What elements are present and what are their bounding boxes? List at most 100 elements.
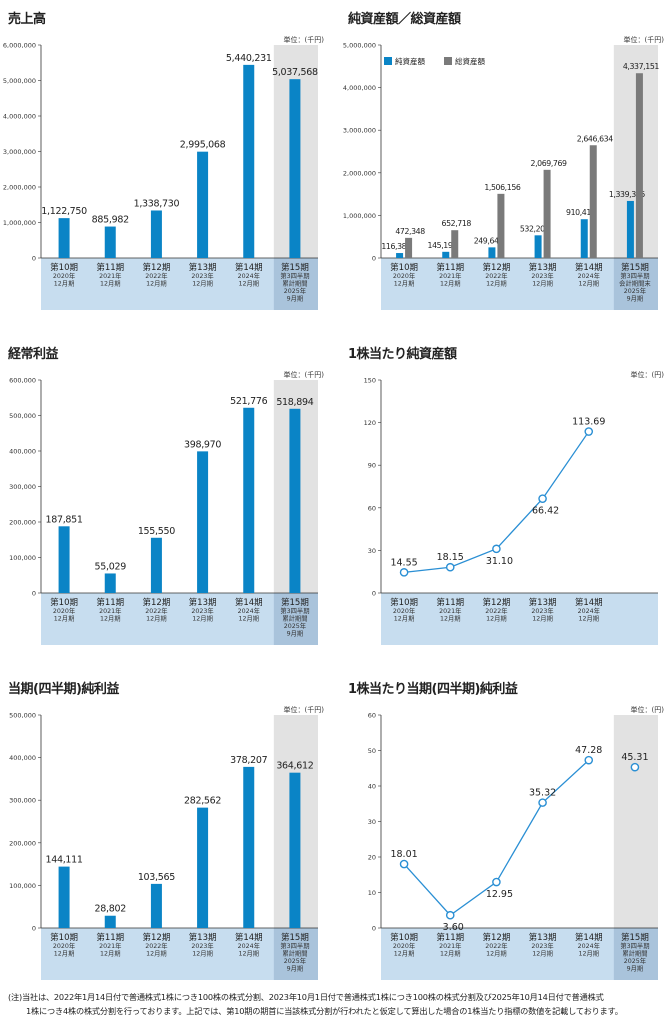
x-category-sublabel: 2023年 [191,606,213,615]
x-category-sublabel: 12月期 [146,280,167,288]
bar-net-assets-label: 116,389 [381,242,411,251]
bar-total-assets-label: 652,718 [442,219,472,228]
bar-net-assets-label: 249,643 [474,236,504,245]
x-category-sublabel: 12月期 [486,950,507,958]
bar [197,451,209,593]
data-point [584,427,594,436]
x-category-sublabel: 2024年 [238,606,260,615]
x-category-sublabel: 第3四半期 [280,271,309,280]
legend-swatch-net-assets [384,57,392,65]
x-category-sublabel: 2023年 [531,941,553,950]
x-category-label: 第10期 [390,262,418,273]
bar-net-assets [442,251,450,258]
x-category-sublabel: 12月期 [486,615,507,623]
chart-title: 売上高 [8,12,46,27]
x-category-label: 第12期 [143,262,171,273]
x-category-label: 第12期 [483,597,511,608]
x-category-sublabel: 2021年 [439,606,461,615]
bar-value-label: 5,037,568 [272,67,318,78]
data-point-label: 18.15 [437,552,464,563]
x-category-sublabel: 2020年 [393,606,415,615]
y-tick-label: 3,000,000 [3,148,36,156]
x-category-sublabel: 12月期 [440,950,461,958]
legend-label-net-assets: 純資産額 [395,56,425,66]
y-tick-label: 0 [32,590,36,598]
x-category-sublabel: 12月期 [100,280,121,288]
bar-net-assets-label: 1,339,305 [609,190,646,199]
y-tick-label: 10 [368,889,376,897]
y-tick-label: 150 [364,377,376,385]
category-axis-highlight [613,928,658,980]
x-category-label: 第11期 [96,262,124,273]
data-point-label: 47.28 [575,745,602,756]
x-category-sublabel: 2022年 [485,271,507,280]
category-axis-band [381,593,658,645]
bar-value-label: 378,207 [230,755,267,766]
y-tick-label: 50 [368,747,376,755]
chart-panel-sales: 売上高 単位：(千円) 0 1,000,000 2,000,000 3,000,000… [3,8,328,328]
x-category-sublabel: 12月期 [578,280,599,288]
bar-value-label: 521,776 [230,396,267,407]
category-axis-highlight [273,258,318,310]
y-tick-label: 60 [368,504,376,512]
x-category-sublabel: 9月期 [287,965,304,973]
chart-title: 純資産額／総資産額 [348,12,461,27]
x-category-sublabel: 12月期 [192,950,213,958]
bar-value-label: 282,562 [184,796,221,807]
data-point [538,798,547,807]
x-category-label: 第10期 [390,597,418,608]
bar [104,573,116,593]
bar-total-assets [635,73,643,258]
x-category-sublabel: 12月期 [192,280,213,288]
data-point [445,562,455,572]
y-tick-label: 0 [372,925,376,933]
data-point-label: 18.01 [390,849,417,860]
x-category-label: 第13期 [529,932,557,943]
data-point [584,755,594,765]
x-category-sublabel: 12月期 [54,950,75,958]
y-tick-label: 100,000 [9,554,36,562]
x-category-sublabel: 12月期 [394,280,415,288]
bar-net-assets [626,200,634,258]
x-category-sublabel: 12月期 [238,280,259,288]
x-category-sublabel: 12月期 [100,615,121,623]
data-point-label: 35.32 [529,788,556,799]
x-category-label: 第13期 [529,597,557,608]
bar-total-assets-label: 2,646,634 [577,134,614,143]
x-category-label: 第10期 [50,597,78,608]
category-axis-band [41,928,318,980]
sales-chart: 0 1,000,000 2,000,000 3,000,000 4,000,000 5,0… [3,42,318,310]
x-category-sublabel: 12月期 [394,950,415,958]
x-category-label: 第11期 [436,262,464,273]
x-category-label: 第11期 [436,597,464,608]
x-category-label: 第15期 [281,262,309,273]
x-category-label: 第15期 [281,932,309,943]
bar-total-assets-label: 2,069,769 [531,159,568,168]
x-category-sublabel: 2022年 [485,606,507,615]
x-category-sublabel: 2020年 [53,941,75,950]
bps-chart: 0306090120150第10期2020年12月期第11期2021年12月期第… [364,377,658,645]
y-tick-label: 60 [368,712,376,720]
y-tick-label: 0 [372,255,376,263]
bar [58,218,70,258]
x-category-sublabel: 2022年 [145,271,167,280]
data-point [538,494,547,503]
x-category-sublabel: 12月期 [578,950,599,958]
y-tick-label: 500,000 [9,712,36,720]
ordinary-profit-chart: 0 100,000 200,000 300,000 400,000 500,000 600,… [9,377,318,645]
category-axis-band [41,258,318,310]
x-category-sublabel: 2023年 [191,941,213,950]
x-category-sublabel: 12月期 [440,280,461,288]
x-category-sublabel: 12月期 [578,615,599,623]
bar-value-label: 2,995,068 [180,140,226,151]
x-category-sublabel: 累計期間 [282,949,307,958]
y-tick-label: 0 [372,590,376,598]
bar-total-assets [497,193,505,258]
bar-net-assets [580,219,588,258]
x-category-sublabel: 2023年 [191,271,213,280]
bar-net-assets [396,253,404,258]
bar-value-label: 103,565 [138,872,175,883]
unit-label: 単位：(千円) [623,36,664,44]
y-tick-label: 120 [364,419,376,427]
data-point-label: 113.69 [572,417,605,428]
